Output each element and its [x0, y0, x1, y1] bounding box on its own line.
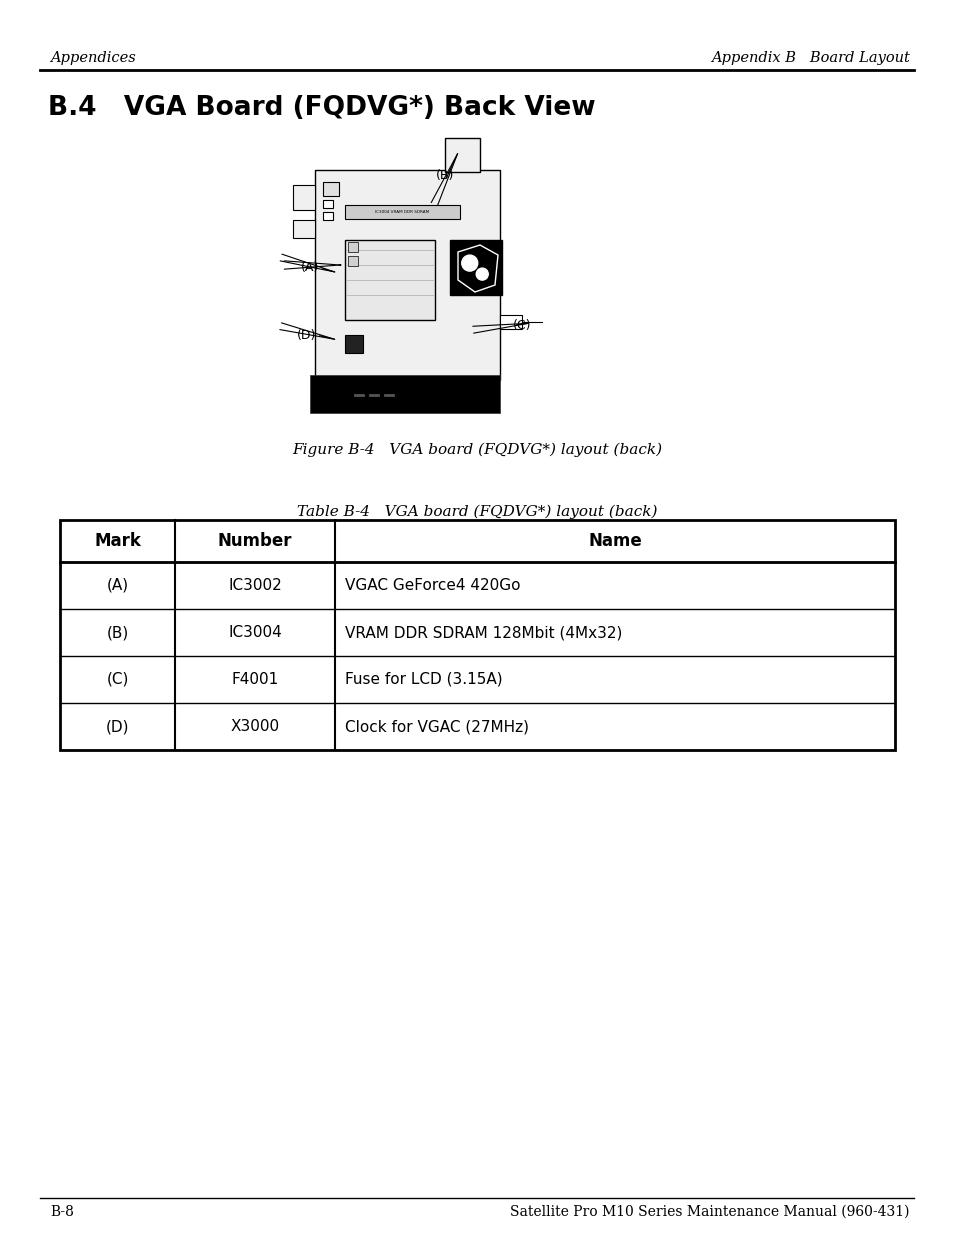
Text: Number: Number — [217, 532, 292, 550]
Text: X3000: X3000 — [231, 719, 279, 734]
Circle shape — [461, 256, 477, 272]
Bar — [345, 240, 435, 320]
Bar — [293, 185, 314, 210]
Text: Table B-4   VGA board (FQDVG*) layout (back): Table B-4 VGA board (FQDVG*) layout (bac… — [296, 505, 657, 519]
Text: (D): (D) — [106, 719, 129, 734]
Bar — [348, 242, 357, 252]
Text: Fuse for LCD (3.15A): Fuse for LCD (3.15A) — [345, 672, 502, 687]
Bar — [450, 240, 501, 295]
Bar — [499, 315, 521, 329]
Text: (B): (B) — [107, 625, 129, 640]
Text: Figure B-4   VGA board (FQDVG*) layout (back): Figure B-4 VGA board (FQDVG*) layout (ba… — [292, 443, 661, 457]
Bar — [310, 375, 499, 412]
Bar — [348, 256, 357, 266]
Bar — [345, 335, 363, 353]
Text: (C): (C) — [106, 672, 129, 687]
Text: (A): (A) — [107, 578, 129, 593]
Bar — [60, 520, 894, 750]
Bar — [314, 170, 499, 380]
Bar — [323, 182, 338, 196]
Bar — [444, 138, 479, 172]
Text: (C): (C) — [512, 319, 531, 331]
Text: VRAM DDR SDRAM 128Mbit (4Mx32): VRAM DDR SDRAM 128Mbit (4Mx32) — [345, 625, 621, 640]
Text: Mark: Mark — [94, 532, 141, 550]
Text: F4001: F4001 — [232, 672, 278, 687]
Text: IC3004: IC3004 — [228, 625, 281, 640]
Bar — [345, 205, 459, 219]
Text: Clock for VGAC (27MHz): Clock for VGAC (27MHz) — [345, 719, 529, 734]
Text: Appendix B   Board Layout: Appendix B Board Layout — [710, 51, 909, 65]
Text: (B): (B) — [436, 168, 454, 182]
Text: Name: Name — [587, 532, 641, 550]
Text: Appendices: Appendices — [50, 51, 135, 65]
Bar — [293, 220, 314, 238]
Text: IC3002: IC3002 — [228, 578, 281, 593]
Circle shape — [476, 268, 488, 280]
Text: (D): (D) — [297, 329, 316, 342]
Bar — [323, 212, 333, 220]
Text: VGAC GeForce4 420Go: VGAC GeForce4 420Go — [345, 578, 520, 593]
Text: IC3004 VRAM DDR SDRAM: IC3004 VRAM DDR SDRAM — [375, 210, 429, 214]
Text: B.4   VGA Board (FQDVG*) Back View: B.4 VGA Board (FQDVG*) Back View — [48, 95, 595, 121]
Text: Satellite Pro M10 Series Maintenance Manual (960-431): Satellite Pro M10 Series Maintenance Man… — [510, 1205, 909, 1219]
Text: (A): (A) — [300, 262, 319, 274]
Bar — [323, 200, 333, 207]
Text: B-8: B-8 — [50, 1205, 73, 1219]
